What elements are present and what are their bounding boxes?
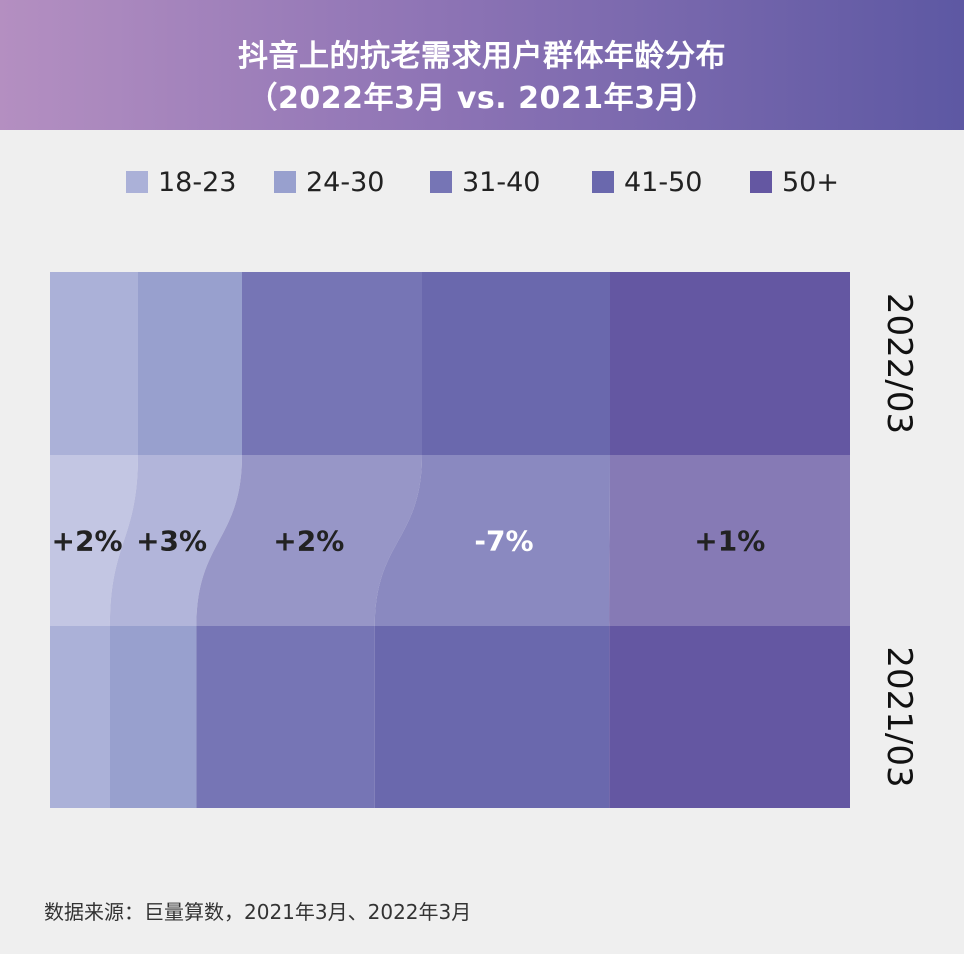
legend-item-18-23: 18-23 bbox=[126, 162, 236, 202]
legend-swatch-41-50 bbox=[592, 171, 614, 193]
legend-label-31-40: 31-40 bbox=[462, 166, 541, 198]
bar-2022-41-50 bbox=[422, 272, 610, 455]
diff-label-24-30: +3% bbox=[136, 525, 207, 558]
legend-item-31-40: 31-40 bbox=[430, 162, 540, 202]
diff-label-18-23: +2% bbox=[52, 525, 123, 558]
bar-2022-50+ bbox=[610, 272, 850, 455]
bar-2021-31-40 bbox=[196, 626, 375, 808]
legend-swatch-50plus bbox=[750, 171, 772, 193]
legend-item-50plus: 50+ bbox=[750, 162, 839, 202]
chart-title: 抖音上的抗老需求用户群体年龄分布 bbox=[238, 39, 726, 74]
legend-label-50plus: 50+ bbox=[782, 166, 839, 198]
bar-2021-50+ bbox=[609, 626, 850, 808]
chart-header: 抖音上的抗老需求用户群体年龄分布 （2022年3月 vs. 2021年3月） bbox=[0, 0, 964, 130]
legend: 18-23 24-30 31-40 41-50 50+ bbox=[0, 162, 964, 202]
legend-label-41-50: 41-50 bbox=[624, 166, 703, 198]
legend-swatch-31-40 bbox=[430, 171, 452, 193]
diff-label-41-50: -7% bbox=[474, 525, 533, 558]
year-label-2021: 2021/03 bbox=[879, 646, 919, 787]
bar-2021-41-50 bbox=[374, 626, 610, 808]
bar-2021-18-23 bbox=[50, 626, 110, 808]
year-label-2022: 2022/03 bbox=[879, 293, 919, 434]
connector-band-31-40 bbox=[196, 455, 422, 626]
connector-band-50+ bbox=[609, 455, 850, 626]
legend-item-24-30: 24-30 bbox=[274, 162, 384, 202]
legend-label-24-30: 24-30 bbox=[306, 166, 385, 198]
diff-label-50+: +1% bbox=[694, 525, 765, 558]
bar-2022-31-40 bbox=[242, 272, 422, 455]
connector-band-24-30 bbox=[110, 455, 242, 626]
connector-band-41-50 bbox=[374, 455, 610, 626]
legend-swatch-24-30 bbox=[274, 171, 296, 193]
data-source-note: 数据来源：巨量算数，2021年3月、2022年3月 bbox=[44, 900, 472, 924]
bar-2021-24-30 bbox=[110, 626, 197, 808]
bar-2022-18-23 bbox=[50, 272, 138, 455]
chart-subtitle: （2022年3月 vs. 2021年3月） bbox=[247, 81, 717, 116]
diff-label-31-40: +2% bbox=[273, 525, 344, 558]
bar-2022-24-30 bbox=[138, 272, 242, 455]
connector-band-18-23 bbox=[50, 455, 138, 626]
legend-item-41-50: 41-50 bbox=[592, 162, 702, 202]
legend-swatch-18-23 bbox=[126, 171, 148, 193]
legend-label-18-23: 18-23 bbox=[158, 166, 237, 198]
